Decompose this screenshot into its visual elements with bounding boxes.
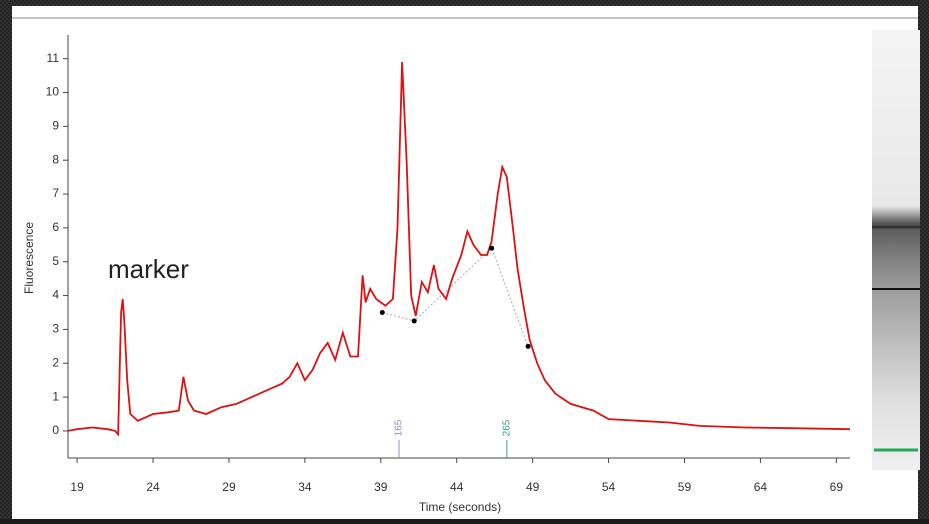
y-tick-label: 0 xyxy=(52,423,59,437)
peak-point xyxy=(412,318,417,323)
gel-lane xyxy=(872,30,920,470)
x-tick-label: 49 xyxy=(526,480,540,494)
x-tick-label: 44 xyxy=(450,480,464,494)
y-tick-label: 2 xyxy=(52,355,59,369)
x-tick-label: 54 xyxy=(602,480,616,494)
x-tick-label: 69 xyxy=(830,480,844,494)
x-tick-label: 59 xyxy=(678,480,692,494)
y-tick-label: 7 xyxy=(52,186,59,200)
x-tick-label: 64 xyxy=(754,480,768,494)
peak-point xyxy=(489,246,494,251)
x-axis-label: Time (seconds) xyxy=(419,500,501,514)
peak-point xyxy=(526,344,531,349)
y-tick-label: 5 xyxy=(52,254,59,268)
x-tick-label: 24 xyxy=(146,480,160,494)
annotation: marker xyxy=(108,254,189,284)
x-tick-label: 29 xyxy=(222,480,236,494)
x-tick-label: 19 xyxy=(70,480,84,494)
y-tick-label: 10 xyxy=(46,85,60,99)
y-tick-label: 4 xyxy=(52,288,59,302)
size-label: 265 xyxy=(501,419,512,436)
x-tick-label: 39 xyxy=(374,480,388,494)
peak-point xyxy=(380,310,385,315)
y-tick-label: 1 xyxy=(52,389,59,403)
chart: Time (seconds) Fluorescence marker 01234… xyxy=(0,0,929,519)
x-tick-label: 34 xyxy=(298,480,312,494)
size-label: 165 xyxy=(394,419,405,436)
y-tick-label: 8 xyxy=(52,152,59,166)
y-axis-label: Fluorescence xyxy=(22,222,36,294)
y-tick-label: 9 xyxy=(52,119,59,133)
y-tick-label: 6 xyxy=(52,220,59,234)
y-tick-label: 3 xyxy=(52,322,59,336)
y-tick-label: 11 xyxy=(47,51,60,65)
